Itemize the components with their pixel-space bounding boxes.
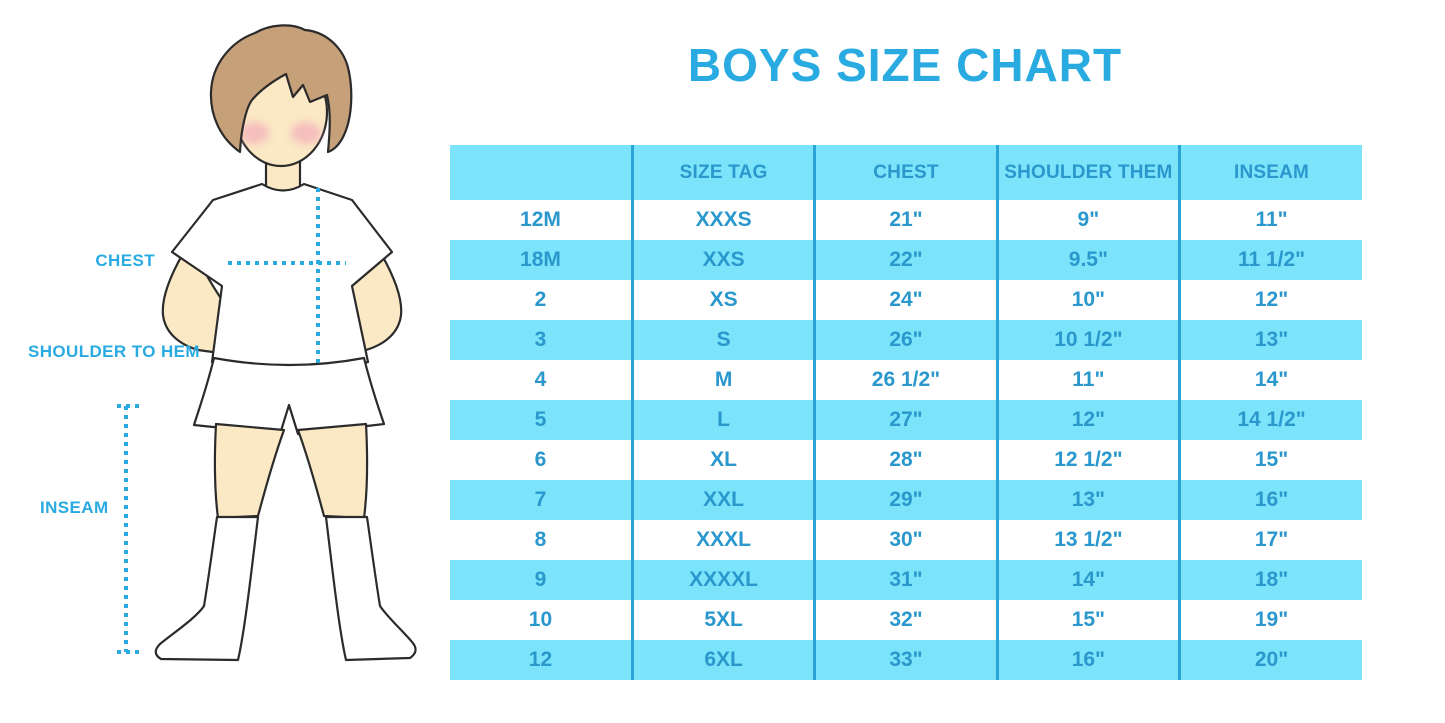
table-cell: XXL [630,480,815,520]
table-row: 10 5XL 32" 15" 19" [450,600,1362,640]
table-cell: 12" [1178,280,1362,320]
table-row: 18M XXS 22" 9.5" 11 1/2" [450,240,1362,280]
right-sock [324,515,417,662]
table-cell: 18M [450,240,633,280]
table-row: 9 XXXXL 31" 14" 18" [450,560,1362,600]
table-cell: 4 [534,368,547,391]
table-cell: 10 1/2" [995,320,1180,360]
table-cell: 5 [450,400,633,440]
table-cell: 16" [995,640,1180,680]
table-row: 12 6XL 33" 16" 20" [450,640,1362,680]
table-row: 5 L 27" 12" 14 1/2" [450,400,1362,440]
size-table: SIZE TAG CHEST SHOULDER THEM INSEAM 12M XXXS… [450,145,1362,680]
table-cell: 9.5" [995,240,1180,280]
table-cell: 26 1/2" [813,360,998,400]
table-cell: XXXS [630,200,815,240]
shoulder-to-hem-label: SHOULDER TO HEM [28,342,200,361]
table-cell: 3 [450,320,633,360]
table-cell: 2 [534,288,547,311]
table-cell: 10" [995,280,1180,320]
table-cell: 14" [995,560,1180,600]
table-cell: S [630,320,815,360]
table-cell: 31" [813,560,998,600]
blush-left [239,122,269,144]
right-leg [296,422,369,520]
table-cell: 21" [813,200,998,240]
table-cell: L [630,400,815,440]
table-cell: 13" [1178,320,1362,360]
table-cell: 15" [1178,440,1362,480]
table-cell: 18" [1178,560,1362,600]
table-cell: 32" [813,600,998,640]
table-cell: 6 [534,448,547,471]
header-cell: INSEAM [1178,145,1362,200]
table-cell: 16" [1178,480,1362,520]
table-row: 12M XXXS 21" 9" 11" [450,200,1362,240]
table-cell: 9" [995,200,1180,240]
table-cell: 20" [1178,640,1362,680]
table-cell: 24" [813,280,998,320]
table-cell: 11" [1178,200,1362,240]
table-cell: 7 [450,480,633,520]
table-cell: 12" [995,400,1180,440]
table-row: 7 XXL 29" 13" 16" [450,480,1362,520]
blush-right [291,122,321,144]
header-row: SIZE TAG CHEST SHOULDER THEM INSEAM [450,145,1362,200]
table-row: 6 XL 28" 12 1/2" 15" [450,440,1362,480]
table-row: 8 XXXL 30" 13 1/2" 17" [450,520,1362,560]
inseam-label: INSEAM [40,498,109,517]
boy-figure [117,24,417,662]
table-cell: 13" [995,480,1180,520]
table-cell: 5XL [630,600,815,640]
table-cell: XS [630,280,815,320]
table-cell: 11" [995,360,1180,400]
page-title: BOYS SIZE CHART [687,39,1123,91]
table-row: 2 XS 24" 10" 12" [450,280,1362,320]
table-cell: 22" [813,240,998,280]
table-cell: 33" [813,640,998,680]
header-cell: CHEST [813,145,998,200]
table-cell: 19" [1178,600,1362,640]
table-cell: 6XL [630,640,815,680]
table-row: 3 S 26" 10 1/2" 13" [450,320,1362,360]
table-cell: 27" [813,400,998,440]
chest-label: CHEST [95,251,155,270]
table-cell: 15" [995,600,1180,640]
table-cell: 12 [450,640,633,680]
table-cell: 10 [528,608,553,631]
header-cell: SHOULDER THEM [995,145,1180,200]
table-cell: XXS [630,240,815,280]
table-cell: XXXXL [630,560,815,600]
table-cell: XXXL [630,520,815,560]
table-cell: 12M [520,208,561,231]
left-leg [213,422,286,520]
table-cell: XL [630,440,815,480]
size-table-header: SIZE TAG CHEST SHOULDER THEM INSEAM [450,145,1362,200]
hair [209,24,353,154]
table-cell: 11 1/2" [1178,240,1362,280]
left-sock [154,515,260,662]
table-cell: 13 1/2" [995,520,1180,560]
table-cell: 29" [813,480,998,520]
table-cell: 28" [813,440,998,480]
table-cell: 8 [534,528,547,551]
table-cell: M [630,360,815,400]
table-cell: 26" [813,320,998,360]
table-cell: 30" [813,520,998,560]
table-cell: 14 1/2" [1178,400,1362,440]
table-row: 4 M 26 1/2" 11" 14" [450,360,1362,400]
table-cell: 17" [1178,520,1362,560]
table-cell: 9 [450,560,633,600]
header-cell-empty [450,145,633,200]
table-cell: 12 1/2" [995,440,1180,480]
header-cell: SIZE TAG [630,145,815,200]
shorts [192,356,386,436]
size-table-body: 12M XXXS 21" 9" 11" 18M XXS 22" 9.5" 11 1/2" 2 XS 24… [450,200,1362,680]
table-cell: 14" [1178,360,1362,400]
